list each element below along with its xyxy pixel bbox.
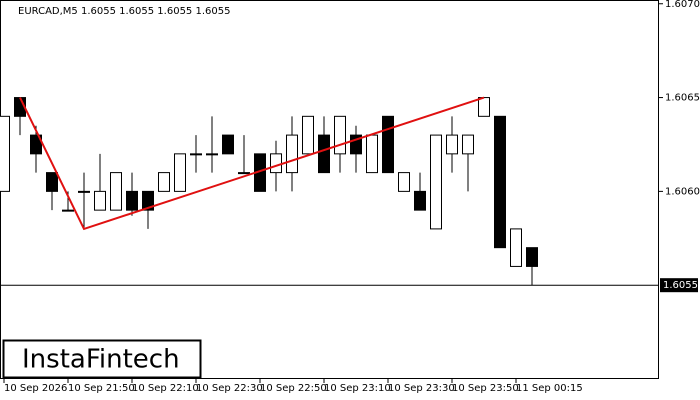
x-tick-label: 10 Sep 22:10 xyxy=(132,383,199,394)
candle-body xyxy=(206,153,218,156)
candle-body xyxy=(494,115,506,249)
candle-body xyxy=(382,115,394,174)
candle-body xyxy=(318,134,330,174)
candle-body xyxy=(78,190,90,193)
candle-body xyxy=(302,115,314,155)
candle-body xyxy=(174,153,186,192)
y-tick-label: 1.6060 xyxy=(665,186,700,197)
candle-body xyxy=(94,190,106,211)
candle-body xyxy=(0,115,10,192)
price-box xyxy=(660,278,698,293)
candle-body xyxy=(350,134,362,155)
candle-body xyxy=(398,172,410,192)
candle-body xyxy=(430,134,442,230)
candle-body xyxy=(238,172,250,175)
x-tick-label: 10 Sep 22:30 xyxy=(196,383,263,394)
x-tick-label: 10 Sep 23:10 xyxy=(324,383,391,394)
candle-body xyxy=(334,115,346,155)
y-tick-label: 1.6065 xyxy=(665,93,700,104)
candle-body xyxy=(510,228,522,267)
chart-title: EURCAD,M5 1.6055 1.6055 1.6055 1.6055 xyxy=(18,6,230,17)
y-tick-label: 1.6070 xyxy=(665,0,700,10)
candle-body xyxy=(222,134,234,155)
candle-body xyxy=(478,97,490,117)
x-tick-label: 10 Sep 23:30 xyxy=(388,383,455,394)
candle-body xyxy=(526,247,538,267)
candle-body xyxy=(190,153,202,156)
x-tick-label: 11 Sep 00:15 xyxy=(516,383,583,394)
x-tick-label: 10 Sep 2026 xyxy=(4,383,67,394)
candle-body xyxy=(462,134,474,155)
logo-box xyxy=(2,339,202,379)
x-tick-label: 10 Sep 21:50 xyxy=(68,383,135,394)
candle-body xyxy=(158,172,170,192)
candle-body xyxy=(30,134,42,155)
x-tick-label: 10 Sep 23:50 xyxy=(452,383,519,394)
candle-body xyxy=(46,172,58,192)
candle-body xyxy=(446,134,458,155)
candle-body xyxy=(110,172,122,211)
x-tick-label: 10 Sep 22:50 xyxy=(260,383,327,394)
candle-body xyxy=(142,190,154,211)
candle-body xyxy=(270,153,282,174)
candle-body xyxy=(286,134,298,174)
candle-body xyxy=(126,190,138,211)
pattern-line xyxy=(19,96,485,231)
candle-body xyxy=(366,134,378,174)
candle-body xyxy=(414,190,426,211)
candle-body xyxy=(62,209,74,212)
plot-frame xyxy=(0,0,659,379)
price-label: 1.6055 xyxy=(663,280,698,291)
logo: InstaFintech xyxy=(22,345,180,375)
